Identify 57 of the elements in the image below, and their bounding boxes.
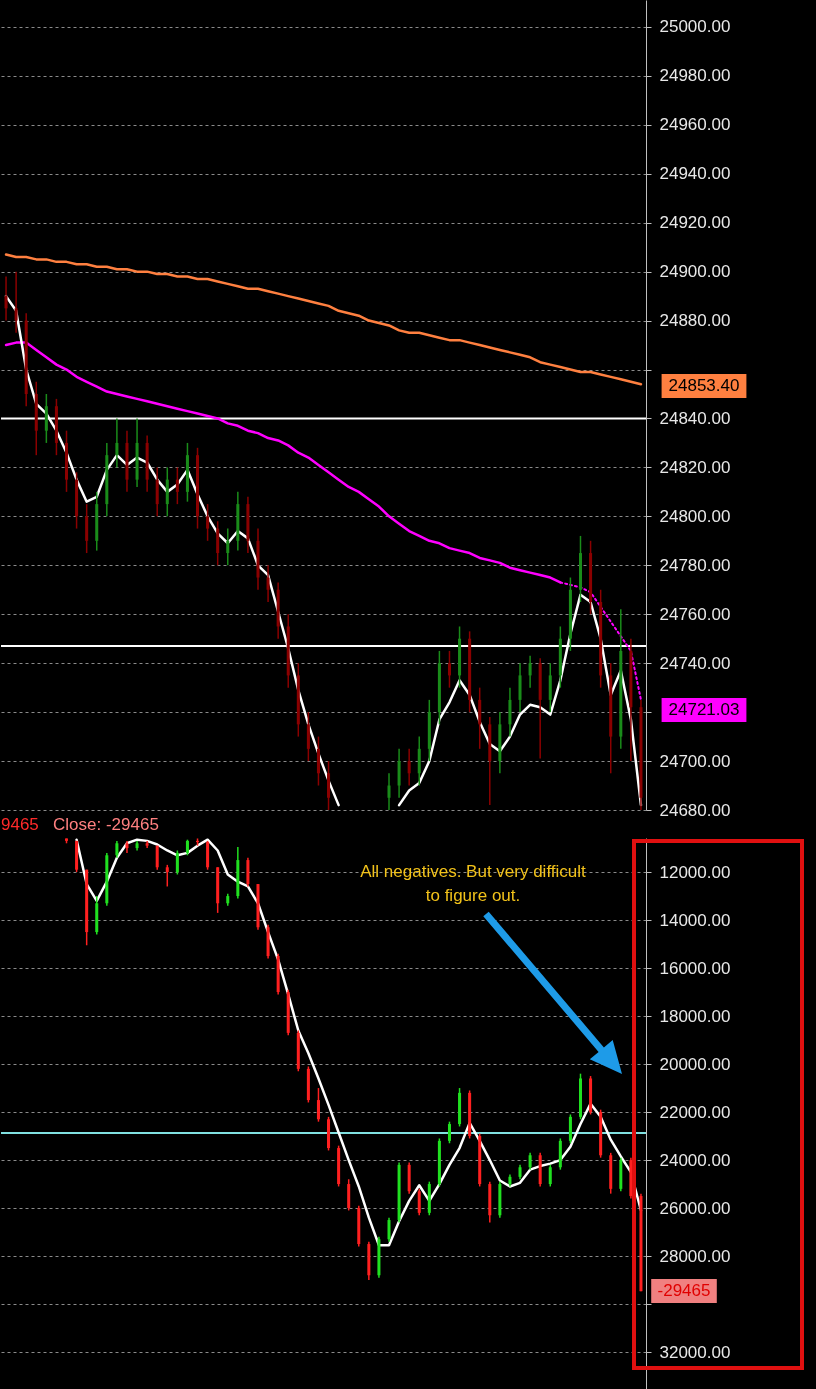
y-tick-label: 18000.00 [659, 1006, 731, 1026]
candlestick [407, 748, 411, 787]
candlestick [447, 1120, 451, 1145]
candlestick [387, 772, 391, 810]
candlestick [175, 466, 179, 505]
candlestick [548, 1164, 552, 1188]
y-tick-label: 24800.00 [659, 506, 731, 526]
line-series [4, 253, 643, 386]
text: 24721.03 [668, 700, 740, 719]
y-tick-label: 26000.00 [659, 1198, 731, 1218]
candlestick [226, 527, 230, 567]
candlestick [165, 864, 169, 888]
candlestick [568, 1113, 572, 1145]
y-tick-label: 32000.00 [659, 1342, 731, 1362]
y-tick-label: 22000.00 [659, 1102, 731, 1122]
y-tick-label: 14000.00 [659, 910, 731, 930]
candlestick [246, 856, 250, 888]
y-tick-label: 24920.00 [659, 213, 731, 233]
y-tick-label: 24940.00 [659, 164, 731, 184]
y-tick-label: 24820.00 [659, 457, 731, 477]
candlestick [65, 838, 69, 845]
candlestick [115, 417, 119, 469]
y-tick-label: 24900.00 [659, 262, 731, 282]
y-tick-label: 24760.00 [659, 604, 731, 624]
y-tick-label: 28000.00 [659, 1246, 731, 1266]
candlestick [14, 270, 18, 334]
candlestick [578, 535, 582, 603]
y-tick-label: 24880.00 [659, 311, 731, 331]
candlestick [316, 1087, 320, 1123]
y-tick-label: 24840.00 [659, 408, 731, 428]
y-tick-label: 24700.00 [659, 751, 731, 771]
candlestick [387, 1216, 391, 1243]
y-tick-label: 24000.00 [659, 1150, 731, 1170]
y-tick-label: 24960.00 [659, 115, 731, 135]
candlestick [4, 275, 8, 322]
annotation: All negatives. But very difficult to figure out. [360, 862, 587, 905]
candlestick [447, 650, 451, 689]
y-tick-label: 24680.00 [659, 800, 731, 820]
candlestick [417, 1188, 421, 1216]
candlestick [578, 1072, 582, 1121]
candlestick [266, 564, 270, 603]
text: 24853.40 [668, 376, 740, 395]
candlestick [347, 1178, 351, 1212]
candlestick [206, 503, 210, 542]
y-tick-label: 20000.00 [659, 1054, 731, 1074]
y-tick-label: 24740.00 [659, 653, 731, 673]
text: -29465 [657, 1281, 711, 1300]
y-tick-label: 16000.00 [659, 958, 731, 978]
candlestick [175, 849, 179, 876]
y-tick-label: 24780.00 [659, 555, 731, 575]
text: 9465 [1, 815, 39, 834]
y-tick-label: 12000.00 [659, 862, 731, 882]
candlestick [65, 429, 69, 493]
text: Close: -29465 [53, 815, 159, 834]
candlestick [528, 655, 532, 689]
y-tick-label: 25000.00 [659, 17, 731, 37]
y-tick-label: 24980.00 [659, 66, 731, 86]
